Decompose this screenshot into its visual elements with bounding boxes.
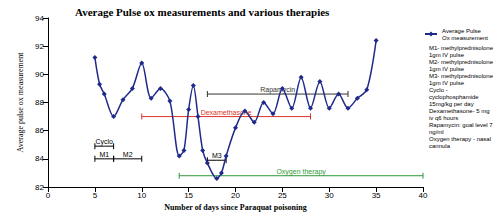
svg-text:Dexamethasone: Dexamethasone — [201, 109, 252, 116]
svg-text:Rapamycin: goal level 7: Rapamycin: goal level 7 — [429, 122, 494, 128]
svg-text:1gm IV pulse: 1gm IV pulse — [429, 52, 465, 58]
svg-text:cyclophosphamide: cyclophosphamide — [429, 94, 480, 100]
svg-text:84: 84 — [35, 154, 44, 163]
svg-text:Oxygen therapy: Oxygen therapy — [276, 168, 326, 176]
svg-text:1gm IV pulse: 1gm IV pulse — [429, 66, 465, 72]
svg-text:M2: M2 — [123, 151, 133, 158]
svg-text:iv q6 hours: iv q6 hours — [429, 115, 458, 121]
svg-text:10: 10 — [137, 191, 146, 200]
svg-text:M2- methylprednisolone: M2- methylprednisolone — [429, 59, 495, 65]
svg-text:M1: M1 — [99, 151, 109, 158]
svg-text:Average Pulse ox measurements: Average Pulse ox measurements and variou… — [75, 6, 330, 18]
svg-text:Oxygen therapy - nasal: Oxygen therapy - nasal — [429, 136, 493, 142]
svg-text:82: 82 — [35, 183, 44, 192]
svg-text:M3- methylprednisolone: M3- methylprednisolone — [429, 73, 495, 79]
svg-text:40: 40 — [419, 191, 428, 200]
svg-text:Dexamethasone- 5 mg: Dexamethasone- 5 mg — [429, 108, 491, 114]
svg-text:M1- methylprednisolone: M1- methylprednisolone — [429, 45, 495, 51]
svg-text:cannula: cannula — [429, 143, 451, 149]
svg-text:15mg/kg per day: 15mg/kg per day — [429, 101, 474, 107]
svg-text:15: 15 — [184, 191, 193, 200]
svg-text:86: 86 — [35, 126, 44, 135]
svg-text:Cyclo -: Cyclo - — [429, 87, 449, 93]
svg-text:1gm IV pulse: 1gm IV pulse — [429, 80, 465, 86]
svg-text:ng/ml: ng/ml — [429, 129, 444, 135]
svg-text:M3: M3 — [212, 152, 222, 159]
svg-text:5: 5 — [93, 191, 98, 200]
svg-text:88: 88 — [35, 98, 44, 107]
svg-text:20: 20 — [231, 191, 240, 200]
svg-text:Cyclo: Cyclo — [95, 138, 113, 146]
svg-text:Ox measurement: Ox measurement — [442, 35, 488, 41]
svg-text:30: 30 — [325, 191, 334, 200]
svg-text:0: 0 — [46, 191, 51, 200]
svg-text:25: 25 — [278, 191, 287, 200]
svg-text:Average Pulse: Average Pulse — [442, 28, 483, 34]
svg-text:94: 94 — [35, 14, 44, 23]
svg-text:90: 90 — [35, 70, 44, 79]
svg-text:Number of days since Paraquat: Number of days since Paraquat poisoning — [164, 203, 306, 212]
svg-text:Average pulse ox measurement: Average pulse ox measurement — [16, 52, 25, 153]
svg-text:Rapamycin: Rapamycin — [260, 86, 295, 94]
svg-text:35: 35 — [372, 191, 381, 200]
svg-text:92: 92 — [35, 42, 44, 51]
